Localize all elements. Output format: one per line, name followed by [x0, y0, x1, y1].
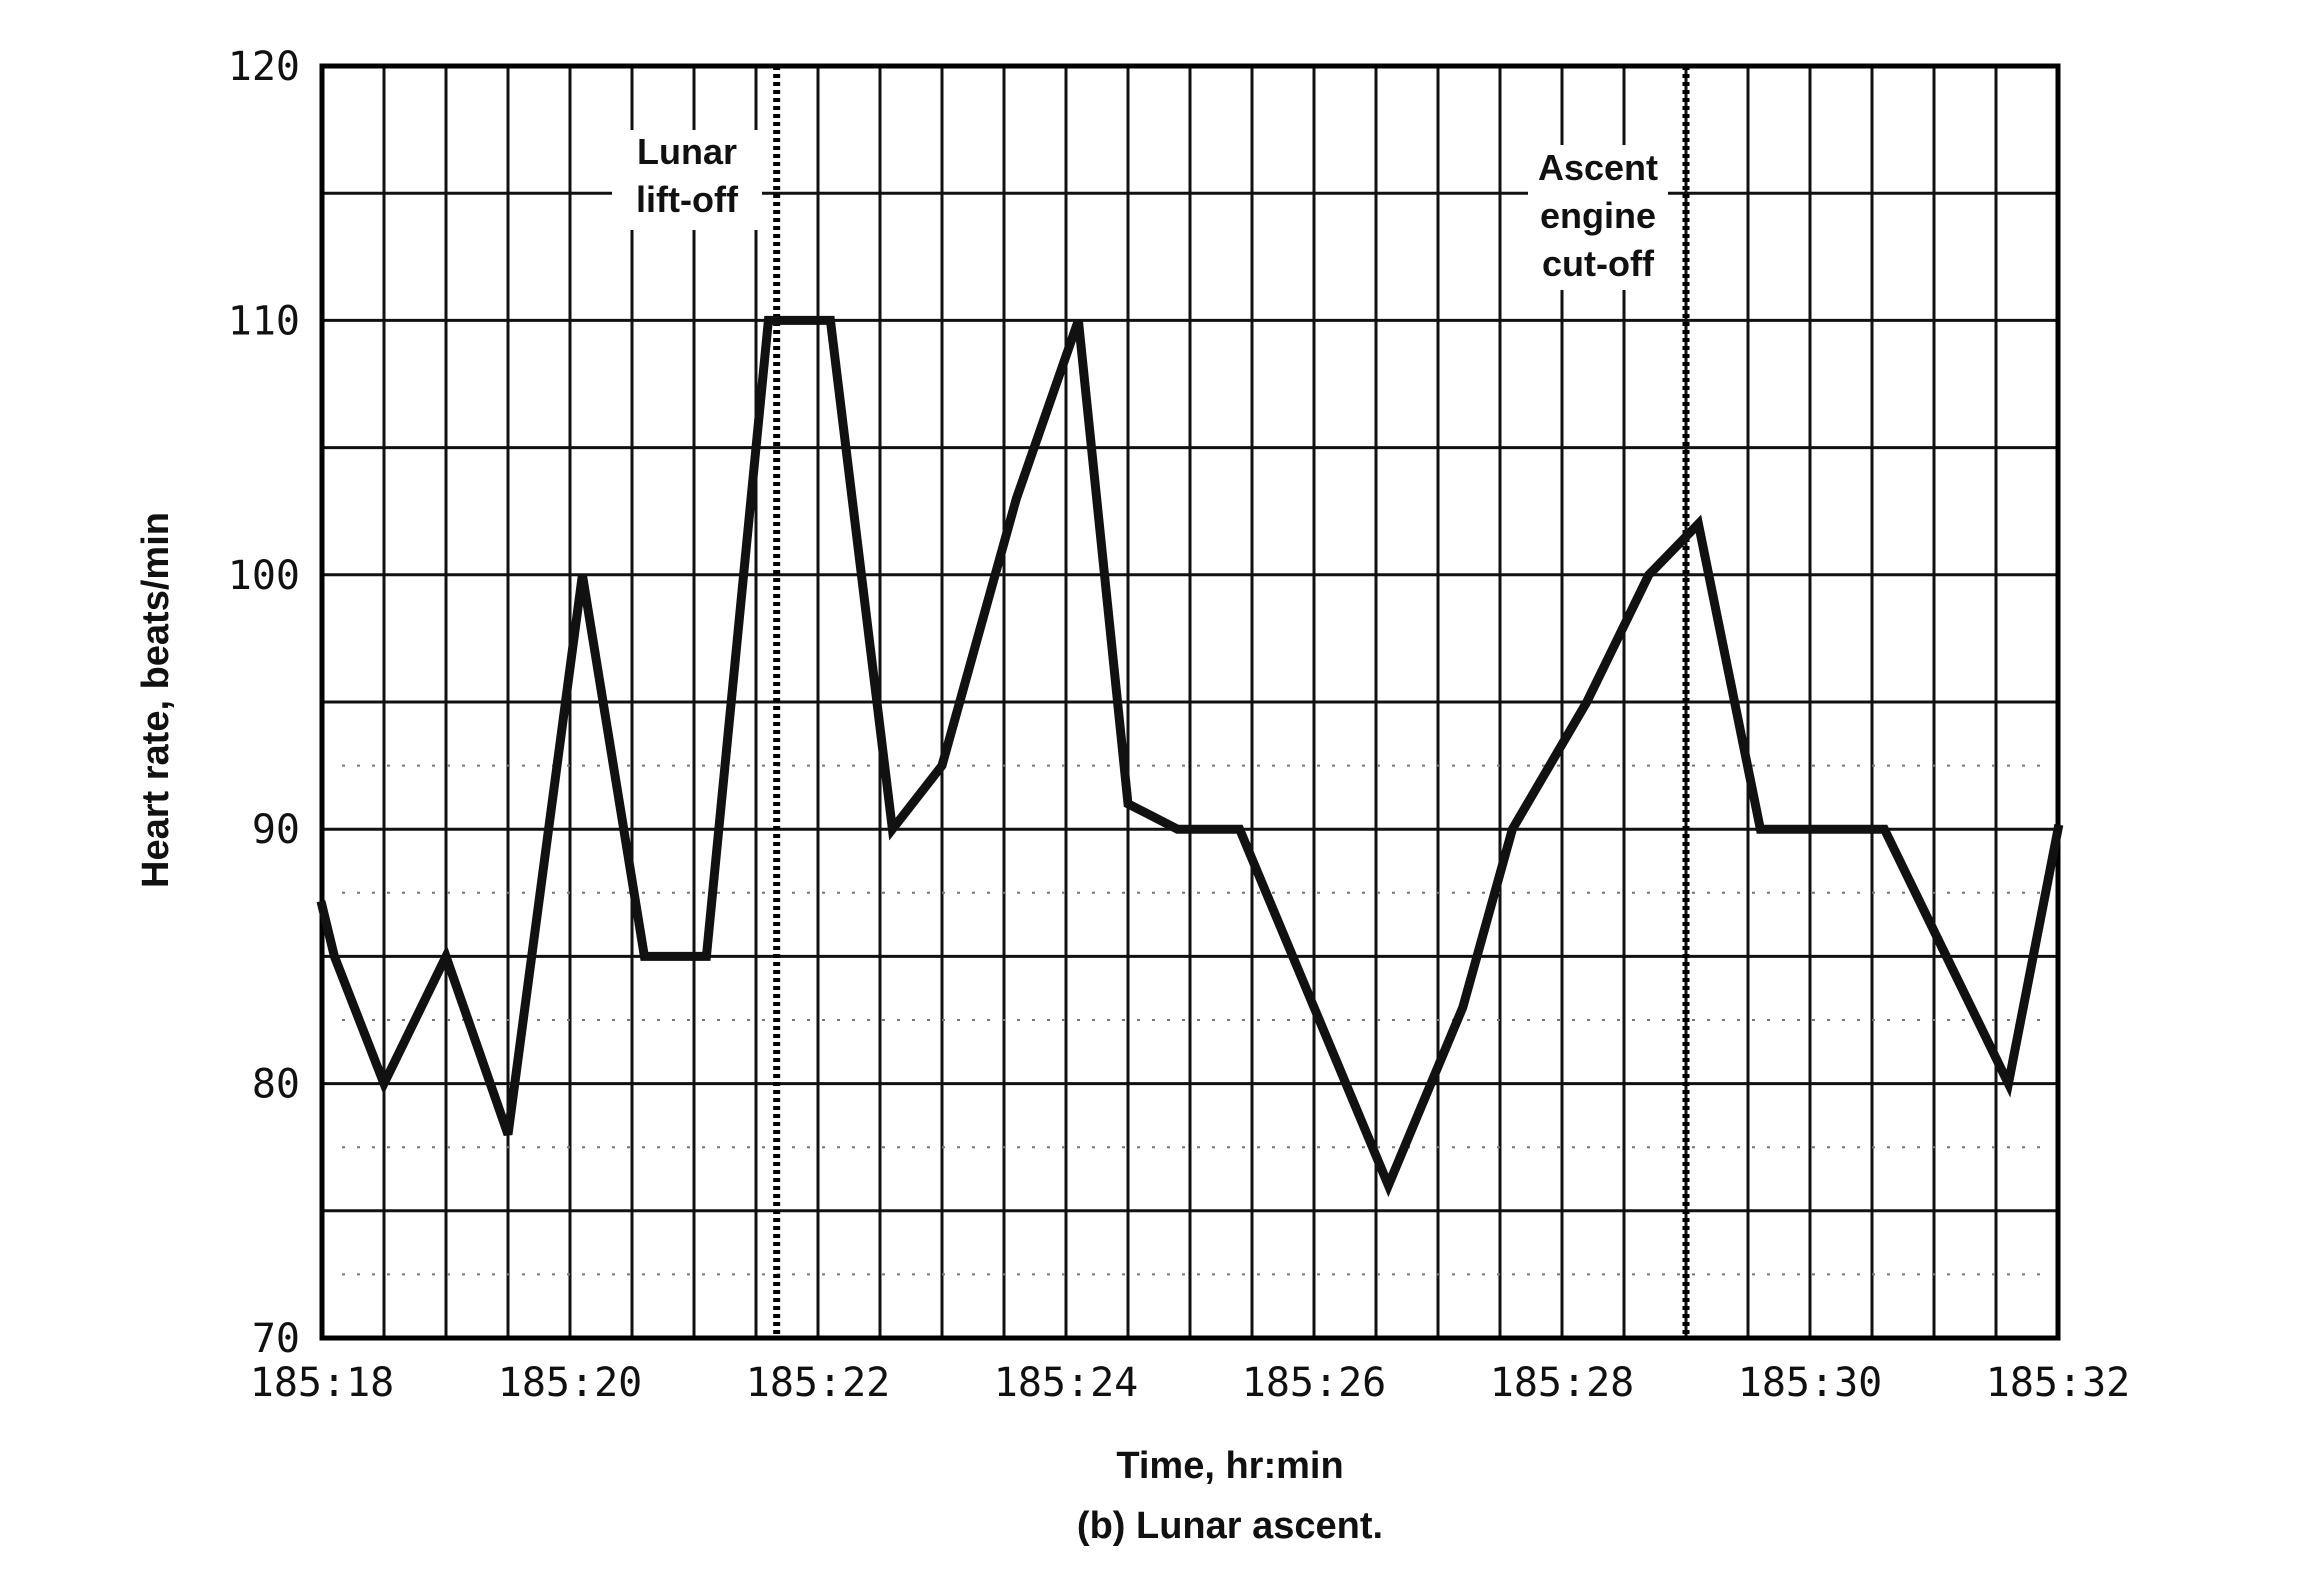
data-point	[1647, 573, 1650, 576]
figure-caption: (b) Lunar ascent.	[1077, 1505, 1383, 1547]
data-point	[767, 319, 770, 322]
y-tick-label: 90	[252, 807, 300, 853]
data-point	[1883, 828, 1886, 831]
x-tick-label: 185:24	[994, 1360, 1139, 1406]
data-point	[1585, 701, 1588, 703]
series-layer	[316, 315, 2064, 1198]
y-tick-label: 120	[228, 44, 300, 90]
x-axis-title: Time, hr:min	[1116, 1445, 1343, 1487]
data-point	[2007, 1082, 2010, 1085]
data-point	[1461, 1006, 1464, 1009]
data-point	[705, 955, 708, 958]
x-tick-label: 185:30	[1738, 1360, 1883, 1406]
data-point	[1238, 828, 1241, 831]
data-point	[1697, 522, 1700, 525]
data-point	[1933, 929, 1935, 932]
data-point	[1015, 497, 1018, 500]
data-point	[1176, 828, 1179, 831]
data-point	[643, 955, 646, 958]
annotation-lunar-liftoff-line2: lift-off	[636, 179, 739, 220]
annotation-lunar-liftoff-line1: Lunar	[637, 131, 737, 172]
annotation-ascent-cutoff: Ascent engine cut-off	[1528, 145, 1668, 290]
data-point	[333, 955, 336, 958]
y-tick-labels: 70 80 90 100 110 120	[228, 44, 300, 1362]
data-point	[581, 573, 584, 576]
y-tick-label: 100	[228, 553, 300, 599]
data-point	[383, 1082, 385, 1085]
annotation-lunar-liftoff-bg	[612, 130, 762, 230]
y-tick-label: 70	[252, 1316, 300, 1362]
x-tick-label: 185:28	[1490, 1360, 1635, 1406]
x-tick-label: 185:18	[250, 1360, 395, 1406]
data-point	[1511, 828, 1514, 831]
annotation-ascent-cutoff-line2: engine	[1540, 195, 1656, 236]
data-point	[1833, 828, 1836, 831]
annotation-ascent-cutoff-line1: Ascent	[1538, 147, 1658, 188]
x-tick-labels: 185:18 185:20 185:22 185:24 185:26 185:28 185:…	[250, 1360, 2131, 1406]
data-point	[507, 1133, 509, 1136]
annotation-lunar-liftoff: Lunar lift-off	[612, 130, 762, 230]
event-markers	[773, 66, 1690, 1338]
data-point	[1127, 802, 1129, 805]
x-tick-label: 185:32	[1986, 1360, 2131, 1406]
data-point	[321, 904, 323, 907]
data-point	[1313, 1006, 1315, 1009]
data-point	[891, 828, 894, 831]
data-point	[1387, 1184, 1390, 1187]
y-tick-label: 80	[252, 1062, 300, 1108]
annotation-ascent-cutoff-bg	[1528, 145, 1668, 290]
annotation-ascent-cutoff-line3: cut-off	[1542, 243, 1655, 284]
data-point	[2057, 828, 2059, 831]
y-axis-title: Heart rate, beats/min	[135, 512, 177, 888]
x-tick-label: 185:26	[1242, 1360, 1387, 1406]
heart-rate-line	[316, 315, 2064, 1198]
data-point	[445, 955, 447, 958]
plot-frame	[319, 63, 2061, 1341]
x-tick-label: 185:22	[746, 1360, 891, 1406]
x-tick-label: 185:20	[498, 1360, 643, 1406]
data-point	[941, 764, 943, 767]
background-speckle	[342, 764, 2048, 1276]
data-point	[829, 319, 832, 322]
y-tick-label: 110	[228, 298, 300, 344]
data-point	[1759, 828, 1762, 831]
data-point	[1077, 319, 1080, 322]
grid	[319, 63, 2061, 1341]
